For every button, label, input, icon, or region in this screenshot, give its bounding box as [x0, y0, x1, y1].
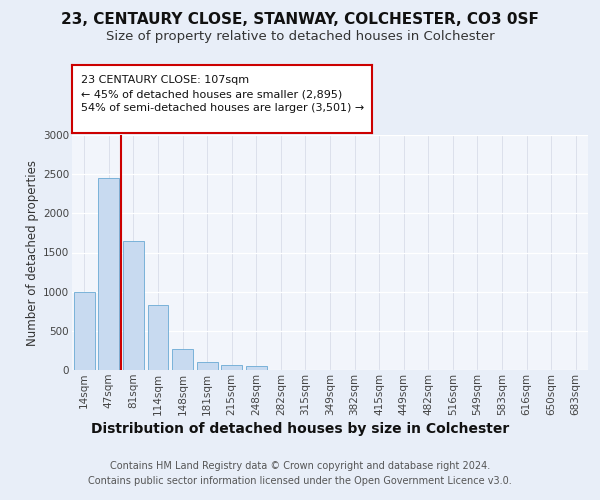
Bar — [172, 349, 193, 370]
Bar — [148, 305, 169, 370]
Bar — [98, 178, 119, 370]
Bar — [246, 366, 267, 370]
Text: Distribution of detached houses by size in Colchester: Distribution of detached houses by size … — [91, 422, 509, 436]
Bar — [74, 292, 95, 370]
Y-axis label: Number of detached properties: Number of detached properties — [26, 160, 39, 346]
Bar — [221, 366, 242, 370]
Text: 23 CENTAURY CLOSE: 107sqm
← 45% of detached houses are smaller (2,895)
54% of se: 23 CENTAURY CLOSE: 107sqm ← 45% of detac… — [81, 75, 364, 113]
Text: Size of property relative to detached houses in Colchester: Size of property relative to detached ho… — [106, 30, 494, 43]
Text: Contains HM Land Registry data © Crown copyright and database right 2024.
Contai: Contains HM Land Registry data © Crown c… — [88, 461, 512, 486]
Bar — [123, 241, 144, 370]
Text: 23, CENTAURY CLOSE, STANWAY, COLCHESTER, CO3 0SF: 23, CENTAURY CLOSE, STANWAY, COLCHESTER,… — [61, 12, 539, 28]
Bar — [197, 362, 218, 370]
